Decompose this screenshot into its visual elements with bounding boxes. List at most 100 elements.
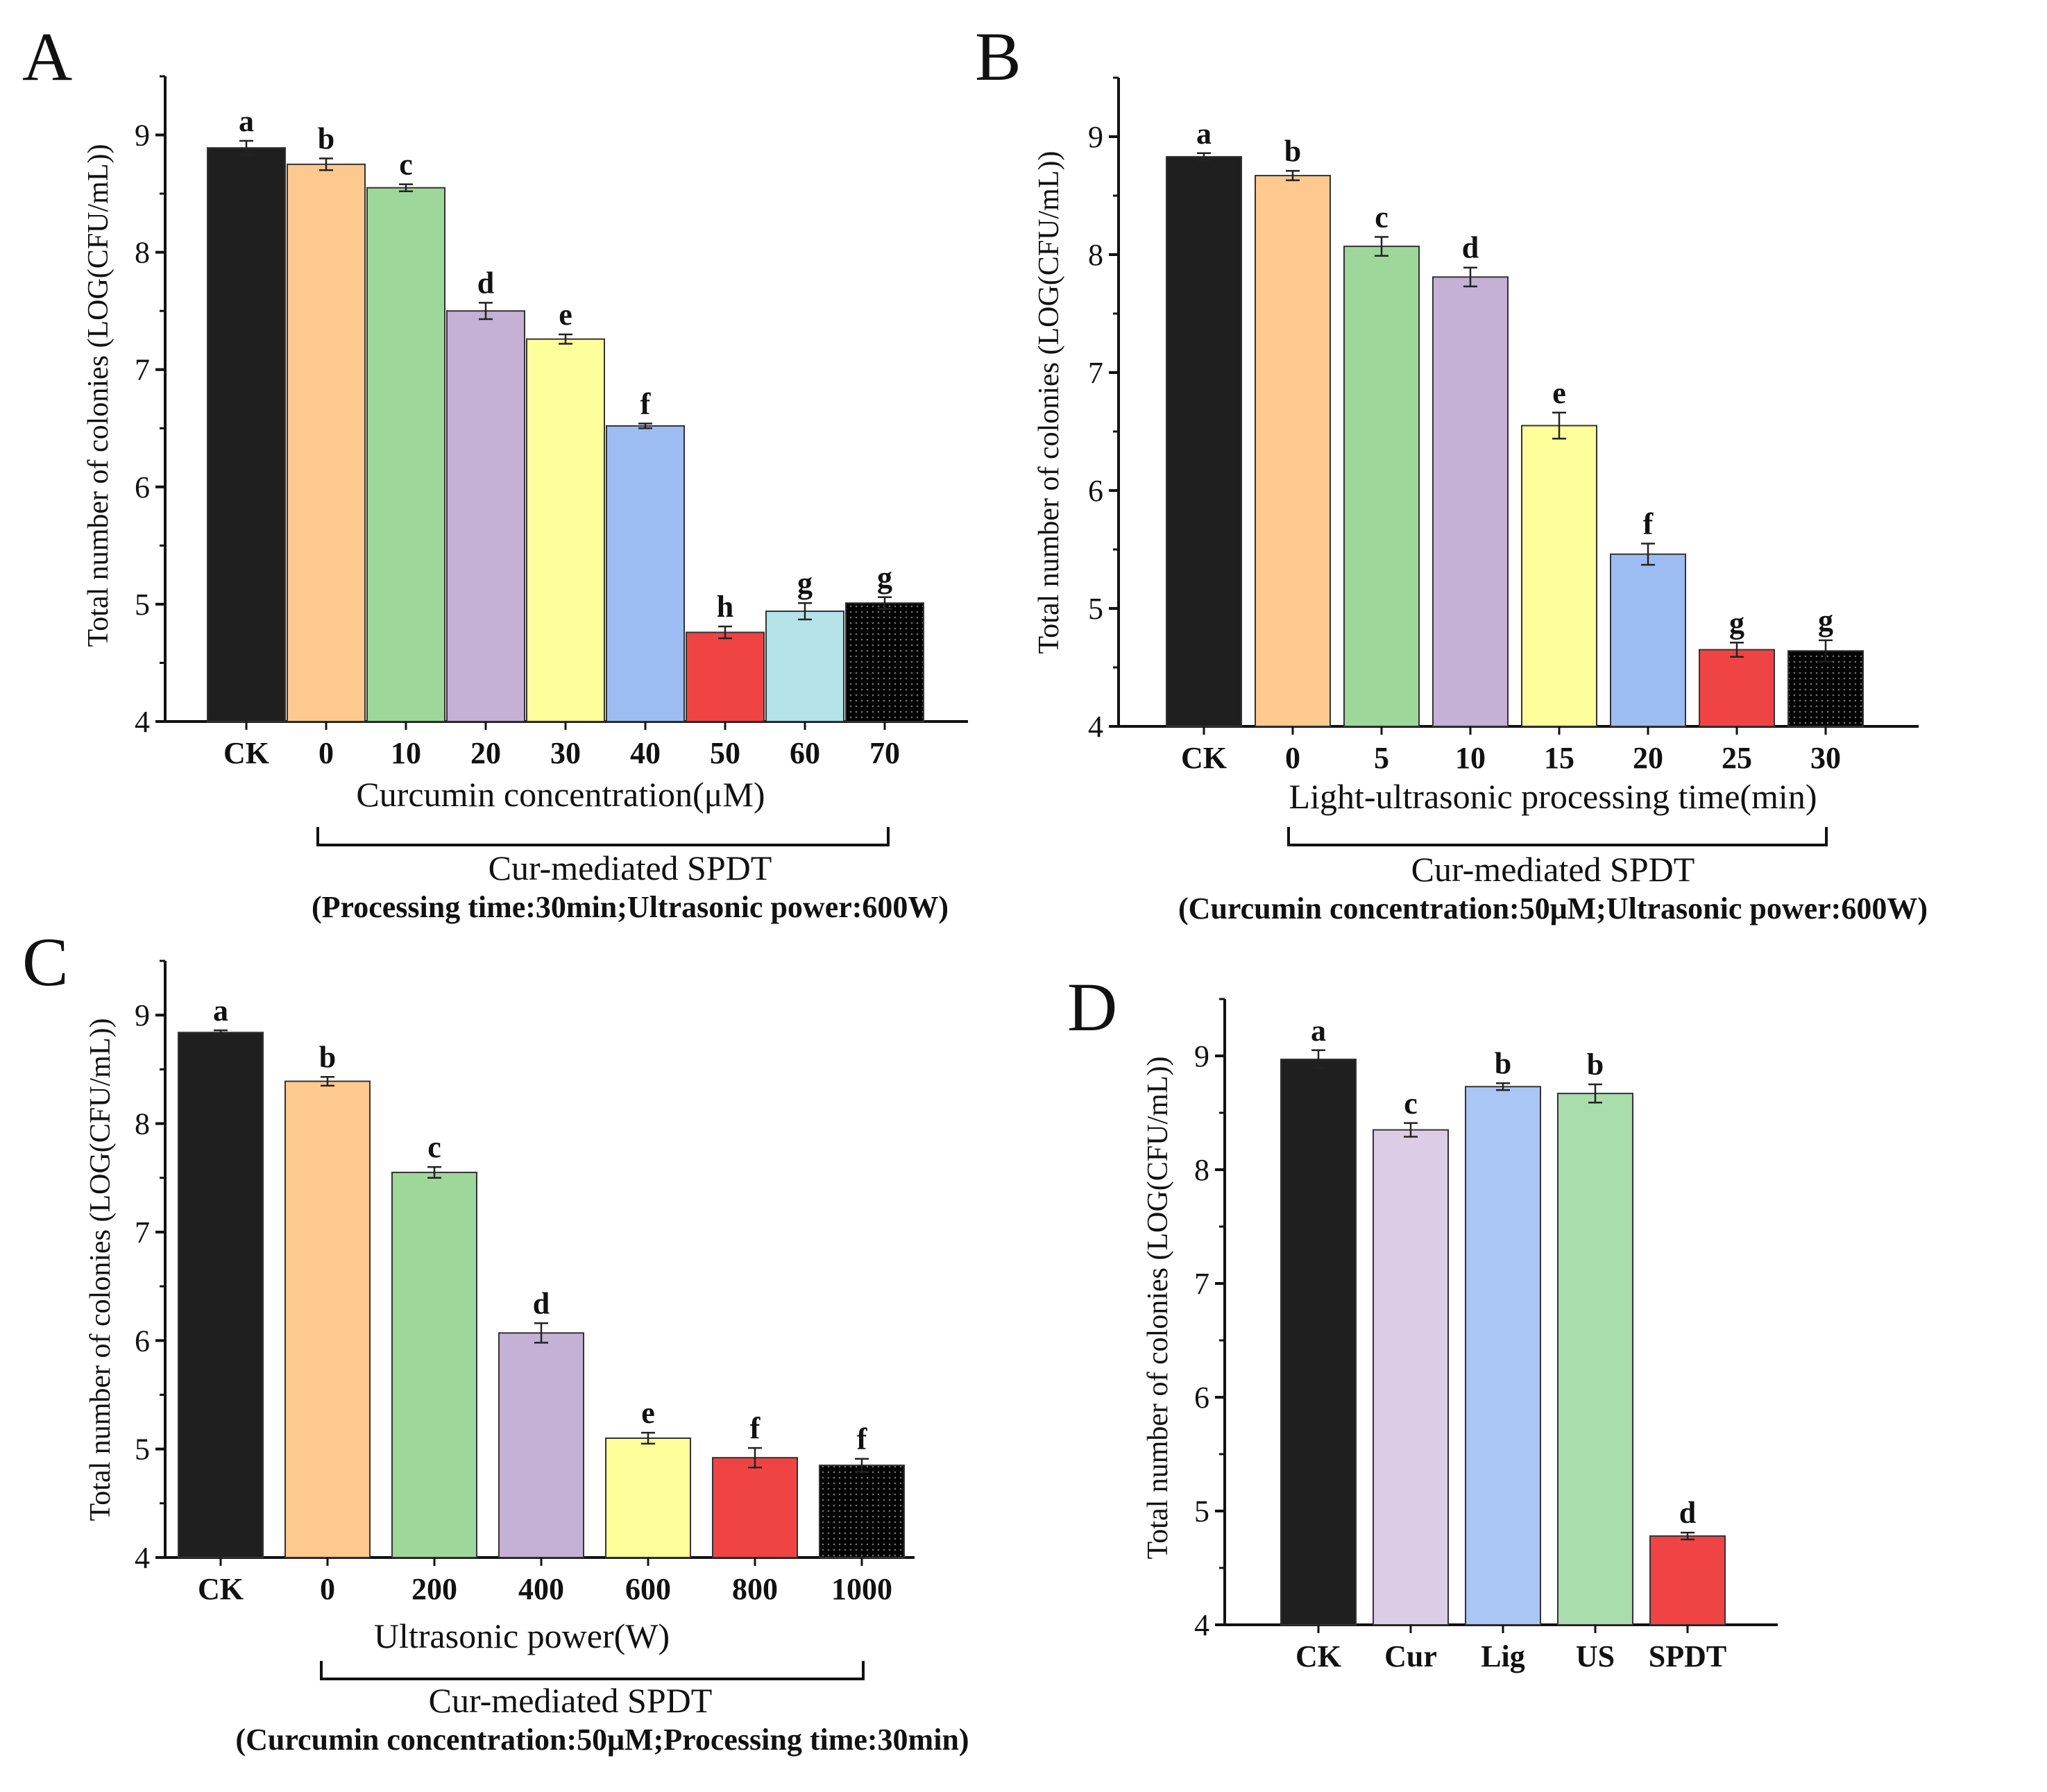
panel-d-ytick-label: 6 [1194, 1381, 1209, 1415]
panel-b-sig-letter: f [1643, 507, 1654, 541]
panel-a-bar [526, 338, 605, 723]
panel-a-category-label: 10 [391, 736, 421, 770]
panel-b-sig-letter: a [1196, 117, 1212, 151]
panel-c-category-label: 400 [518, 1572, 564, 1606]
panel-a-sig-letter: a [239, 104, 254, 138]
panel-a-category-label: 20 [470, 736, 501, 770]
panel-d-ytick-label: 9 [1194, 1039, 1209, 1073]
panel-d-category-label: Lig [1481, 1639, 1525, 1673]
panel-b-category-label: 25 [1722, 741, 1752, 775]
panel-b-category-label: 20 [1633, 741, 1663, 775]
panel-letter-d: D [1067, 968, 1117, 1046]
panel-c-chart: 4 5 6 7 8 9 a CK b 0 c 200 d 400 e 600 f 800 f 1000 [135, 959, 915, 1606]
panel-d-bar [1649, 1535, 1726, 1626]
panel-b-bar [1699, 649, 1775, 727]
panel-b-sig-letter: b [1284, 134, 1301, 168]
panel-c-group-bracket [320, 1661, 865, 1680]
panel-a-group-label: Cur-mediated SPDT [489, 848, 772, 887]
panel-b-bar [1255, 175, 1331, 728]
panel-a-bar [207, 147, 286, 723]
panel-c-category-label: 0 [320, 1572, 335, 1606]
panel-d-category-label: Cur [1384, 1639, 1437, 1673]
panel-a-bar [606, 425, 685, 723]
panel-c-bar [605, 1437, 691, 1558]
panel-a-ylabel: Total number of colonies (LOG(CFU/mL)) [83, 144, 114, 647]
panel-c-ylabel: Total number of colonies (LOG(CFU/mL)) [85, 1018, 117, 1521]
panel-a-ytick-label: 7 [135, 353, 150, 387]
panel-b-condition: (Curcumin concentration:50μM;Ultrasonic … [1178, 891, 1928, 925]
panel-a-ytick-label: 4 [135, 705, 150, 739]
panel-c-bar [391, 1171, 477, 1558]
panel-c-sig-letter: f [857, 1422, 868, 1456]
panel-b-sig-letter: g [1729, 606, 1744, 640]
panel-a-chart: 4 5 6 7 8 9 a CK b 0 c 10 d 20 e 30 f 40 h 50 g 60 g 70 [135, 75, 968, 770]
panel-c-bar [178, 1032, 264, 1558]
panel-b-category-label: CK [1181, 741, 1227, 775]
panel-b-category-label: 10 [1455, 741, 1486, 775]
panel-letter-c: C [22, 923, 69, 1000]
panel-a-category-label: 50 [710, 736, 740, 770]
panel-d-bar [1373, 1129, 1449, 1625]
panel-a-sig-letter: f [640, 387, 652, 421]
panel-b-group-bracket [1287, 827, 1828, 846]
panel-a-sig-letter: d [477, 266, 494, 300]
panel-d-bar [1280, 1058, 1357, 1626]
panel-a-category-label: 70 [869, 736, 900, 770]
panel-b-category-label: 5 [1374, 741, 1389, 775]
panel-a-bar [366, 187, 445, 722]
panel-a-ytick-label: 5 [135, 588, 150, 622]
panel-b-bar [1521, 425, 1597, 727]
panel-c-ytick-label: 9 [135, 998, 150, 1032]
panel-a-ytick-label: 6 [135, 470, 150, 504]
panel-c-category-label: 1000 [831, 1572, 892, 1606]
panel-a-bar [446, 310, 525, 722]
panel-a-ytick-label: 8 [135, 236, 150, 270]
panel-d-category-label: SPDT [1649, 1639, 1726, 1673]
panel-c-xlabel: Ultrasonic power(W) [374, 1616, 670, 1655]
panel-c-ytick-label: 6 [135, 1324, 150, 1358]
panel-c-sig-letter: d [533, 1286, 550, 1320]
panel-d-ytick-label: 7 [1194, 1267, 1209, 1301]
panel-b-ytick-label: 5 [1088, 592, 1103, 626]
panel-d-sig-letter: d [1679, 1496, 1696, 1530]
panel-d-sig-letter: c [1404, 1086, 1418, 1120]
panel-a-bar [686, 631, 765, 722]
panel-c-bar [712, 1457, 798, 1559]
panel-b-ytick-label: 6 [1088, 474, 1103, 508]
panel-c-bar [498, 1332, 584, 1558]
panel-c-bar [819, 1465, 905, 1558]
panel-a-category-label: 60 [790, 736, 820, 770]
panel-c-ytick-label: 8 [135, 1107, 150, 1141]
panel-a-bar [845, 602, 924, 723]
panel-d-sig-letter: b [1587, 1048, 1604, 1082]
panel-b-chart: 4 5 6 7 8 9 a CK b 0 c 5 d 10 e 15 f 20 g 25 g 30 [1088, 76, 1919, 775]
panel-c-ytick-label: 4 [135, 1541, 150, 1575]
panel-a-category-label: 30 [550, 736, 581, 770]
panel-c-sig-letter: b [319, 1040, 336, 1074]
panel-d-sig-letter: b [1495, 1046, 1511, 1080]
panel-letter-a: A [22, 18, 72, 95]
panel-b-ylabel: Total number of colonies (LOG(CFU/mL)) [1033, 151, 1065, 654]
panel-c-bar [284, 1080, 371, 1558]
panel-d-sig-letter: a [1311, 1014, 1326, 1048]
panel-d-ytick-label: 5 [1194, 1494, 1209, 1528]
panel-c-sig-letter: e [641, 1396, 655, 1430]
panel-c-sig-letter: f [750, 1411, 761, 1445]
panel-d-ytick-label: 8 [1194, 1153, 1209, 1187]
panel-a-bar [287, 163, 366, 722]
panel-b-sig-letter: e [1552, 376, 1566, 410]
panel-b-xlabel: Light-ultrasonic processing time(min) [1289, 777, 1817, 816]
panel-b-group-label: Cur-mediated SPDT [1411, 850, 1695, 889]
panel-c-category-label: 800 [732, 1572, 778, 1606]
panel-b-category-label: 30 [1810, 741, 1841, 775]
panel-c-category-label: 600 [625, 1572, 671, 1606]
panel-b-ytick-label: 9 [1088, 120, 1103, 154]
panel-c-condition: (Curcumin concentration:50μM;Processing … [235, 1723, 969, 1757]
panel-b-sig-letter: d [1462, 231, 1479, 265]
panel-b-bar [1343, 246, 1420, 728]
panel-c-category-label: 200 [411, 1572, 457, 1606]
panel-a-sig-letter: g [797, 566, 813, 600]
panel-a-condition: (Processing time:30min;Ultrasonic power:… [312, 890, 949, 924]
panel-c-group-label: Cur-mediated SPDT [429, 1681, 713, 1720]
